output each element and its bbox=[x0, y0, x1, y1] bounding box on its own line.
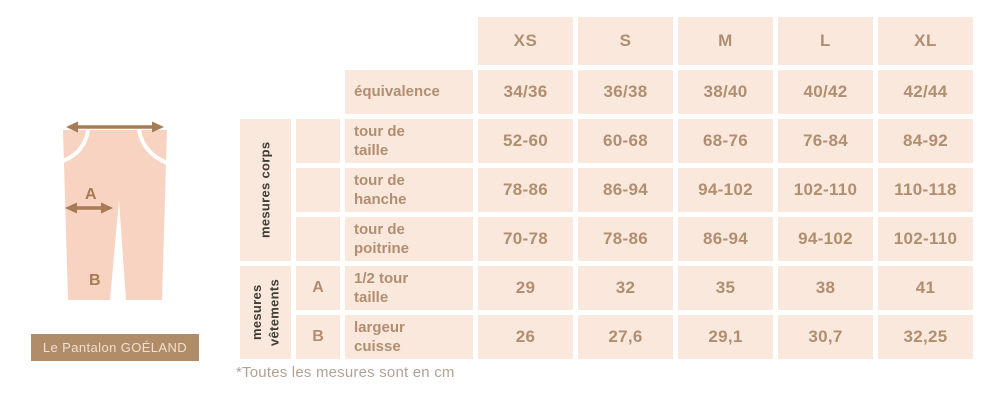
pants-shape bbox=[63, 130, 167, 300]
table-cell: 35 bbox=[678, 266, 773, 310]
table-cell: 30,7 bbox=[778, 315, 873, 359]
pants-illustration: A B bbox=[20, 90, 220, 315]
table-cell: 38 bbox=[778, 266, 873, 310]
left-pocket-line bbox=[62, 129, 90, 163]
group-label-garment: mesures vêtements bbox=[240, 266, 291, 359]
units-footnote: *Toutes les mesures sont en cm bbox=[236, 364, 455, 381]
measure-letter-b: B bbox=[296, 315, 340, 359]
table-cell: 110-118 bbox=[878, 168, 973, 212]
spacer-cell bbox=[296, 168, 340, 212]
row-label: tour de taille bbox=[345, 119, 473, 163]
table-cell: 27,6 bbox=[578, 315, 673, 359]
group-label-body: mesures corps bbox=[240, 119, 291, 261]
spacer-cell bbox=[296, 217, 340, 261]
table-cell: 32 bbox=[578, 266, 673, 310]
thigh-arrow-icon bbox=[65, 202, 113, 214]
table-cell: 41 bbox=[878, 266, 973, 310]
table-cell: 102-110 bbox=[878, 217, 973, 261]
table-cell: 76-84 bbox=[778, 119, 873, 163]
table-cell: 29 bbox=[478, 266, 573, 310]
row-label: tour de poitrine bbox=[345, 217, 473, 261]
table-cell: 86-94 bbox=[578, 168, 673, 212]
spacer-cell bbox=[296, 119, 340, 163]
table-cell: 102-110 bbox=[778, 168, 873, 212]
waist-marker-label: A bbox=[85, 186, 97, 203]
table-cell: 32,25 bbox=[878, 315, 973, 359]
table-cell: 94-102 bbox=[778, 217, 873, 261]
table-cell: 68-76 bbox=[678, 119, 773, 163]
size-column-header: S bbox=[578, 17, 673, 65]
table-cell: 70-78 bbox=[478, 217, 573, 261]
table-cell: 34/36 bbox=[478, 70, 573, 114]
table-cell: 60-68 bbox=[578, 119, 673, 163]
table-cell: 40/42 bbox=[778, 70, 873, 114]
waist-arrow-icon bbox=[66, 121, 164, 133]
pants-diagram-icon bbox=[62, 121, 168, 300]
row-label: 1/2 tour taille bbox=[345, 266, 473, 310]
size-column-header: L bbox=[778, 17, 873, 65]
table-cell: 86-94 bbox=[678, 217, 773, 261]
table-cell: 78-86 bbox=[478, 168, 573, 212]
size-column-header: XL bbox=[878, 17, 973, 65]
table-cell: 78-86 bbox=[578, 217, 673, 261]
row-label: équivalence bbox=[345, 70, 473, 114]
table-cell: 29,1 bbox=[678, 315, 773, 359]
table-cell: 84-92 bbox=[878, 119, 973, 163]
measure-letter-a: A bbox=[296, 266, 340, 310]
size-column-header: XS bbox=[478, 17, 573, 65]
table-cell: 26 bbox=[478, 315, 573, 359]
table-cell: 52-60 bbox=[478, 119, 573, 163]
table-cell: 94-102 bbox=[678, 168, 773, 212]
product-name-badge: Le Pantalon GOÉLAND bbox=[31, 334, 199, 361]
table-cell: 38/40 bbox=[678, 70, 773, 114]
row-label: tour de hanche bbox=[345, 168, 473, 212]
thigh-marker-label: B bbox=[89, 272, 101, 289]
right-pocket-line bbox=[137, 129, 168, 165]
table-cell: 42/44 bbox=[878, 70, 973, 114]
size-table: XS S M L XL équivalence 34/36 36/38 38/4… bbox=[240, 17, 973, 359]
size-column-header: M bbox=[678, 17, 773, 65]
row-label: largeur cuisse bbox=[345, 315, 473, 359]
table-cell: 36/38 bbox=[578, 70, 673, 114]
